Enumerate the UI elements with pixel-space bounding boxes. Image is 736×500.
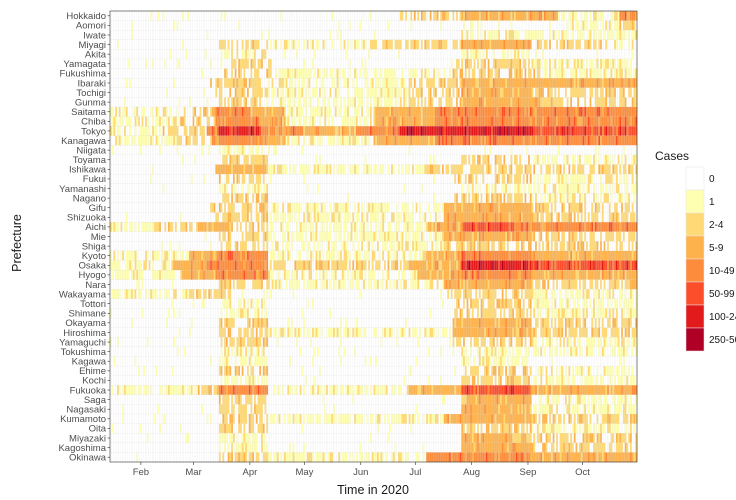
heatmap-cells (109, 10, 638, 463)
